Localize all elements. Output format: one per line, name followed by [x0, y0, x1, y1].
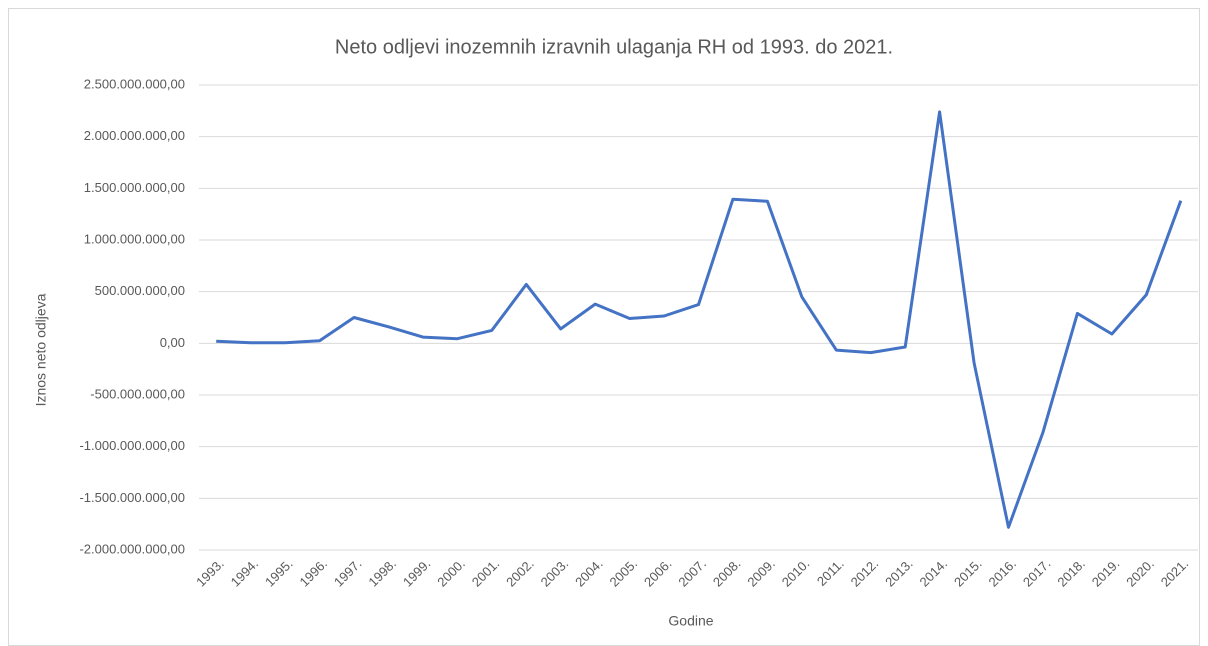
y-tick-label: -1.000.000.000,00: [79, 438, 185, 453]
y-tick-label: -1.500.000.000,00: [79, 490, 185, 505]
y-tick-label: 2.000.000.000,00: [84, 128, 185, 143]
chart-frame: [8, 8, 1200, 646]
y-tick-label: 1.000.000.000,00: [84, 231, 185, 246]
line-series: [216, 110, 1183, 529]
y-tick-label: 500.000.000,00: [95, 283, 185, 298]
y-tick-label: 1.500.000.000,00: [84, 180, 185, 195]
chart-title: Neto odljevi inozemnih izravnih ulaganja…: [335, 36, 893, 58]
y-tick-label: 0,00: [160, 335, 185, 350]
y-tick-label: -500.000.000,00: [90, 386, 185, 401]
y-tick-label: 2.500.000.000,00: [84, 76, 185, 91]
x-axis-label: Godine: [668, 613, 713, 629]
y-axis-label: Iznos neto odljeva: [33, 293, 49, 406]
y-tick-label: -2.000.000.000,00: [79, 541, 185, 556]
